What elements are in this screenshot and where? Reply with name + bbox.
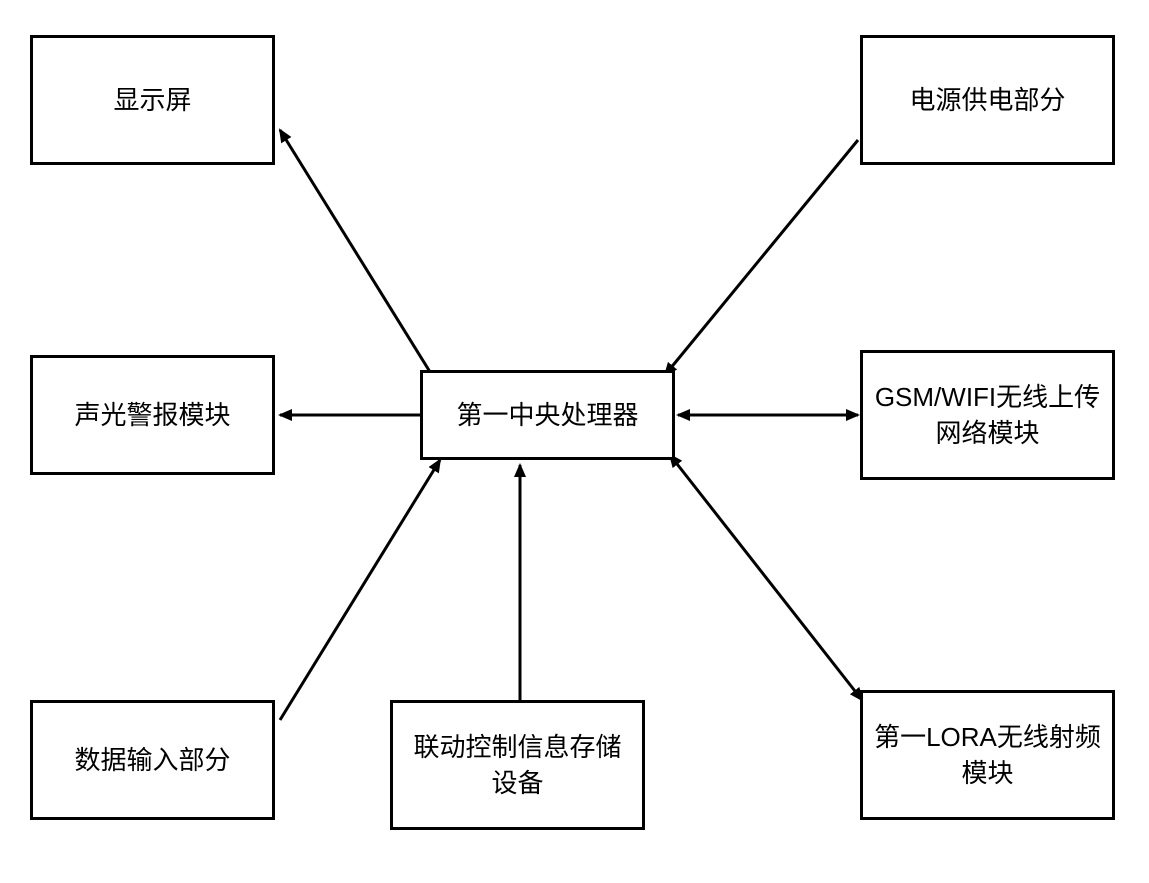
node-label: 第一LORA无线射频模块 (871, 719, 1104, 792)
node-label: 显示屏 (113, 82, 191, 118)
node-label: 联动控制信息存储设备 (401, 729, 634, 802)
node-power: 电源供电部分 (860, 35, 1115, 165)
node-center: 第一中央处理器 (420, 370, 675, 460)
edge-power-center (665, 140, 858, 375)
node-label: GSM/WIFI无线上传网络模块 (871, 379, 1104, 452)
node-display: 显示屏 (30, 35, 275, 165)
node-label: 数据输入部分 (74, 742, 230, 778)
node-lora: 第一LORA无线射频模块 (860, 690, 1115, 820)
edge-input-center (280, 460, 440, 720)
node-gsm: GSM/WIFI无线上传网络模块 (860, 350, 1115, 480)
node-storage: 联动控制信息存储设备 (390, 700, 645, 830)
node-input: 数据输入部分 (30, 700, 275, 820)
node-label: 声光警报模块 (74, 397, 230, 433)
edge-center-display (280, 130, 435, 380)
edge-center-lora (670, 455, 862, 700)
node-label: 电源供电部分 (909, 82, 1065, 118)
node-alarm: 声光警报模块 (30, 355, 275, 475)
node-label: 第一中央处理器 (456, 397, 638, 433)
